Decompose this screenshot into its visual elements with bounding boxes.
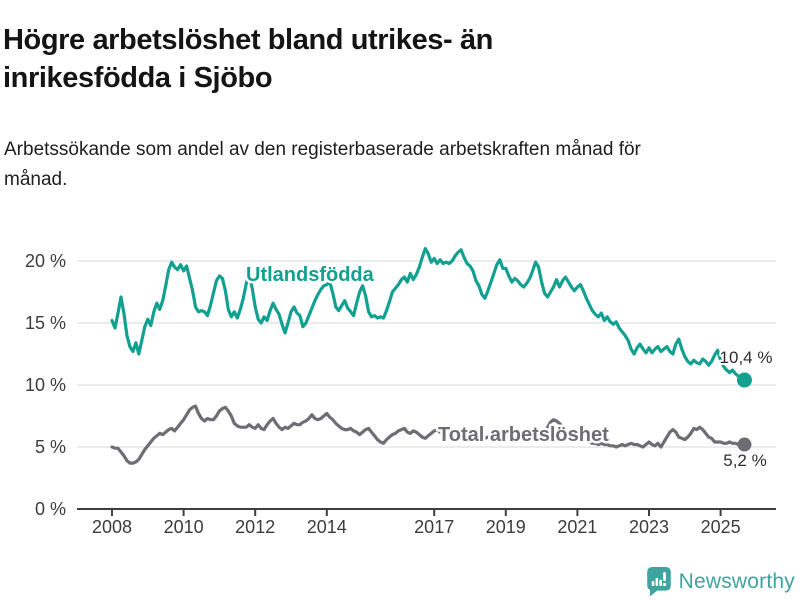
chart-subtitle: Arbetssökande som andel av den registerb… (4, 139, 641, 190)
series-line-total (110, 404, 747, 465)
page-title: Högre arbetslöshet bland utrikes- än inr… (3, 24, 493, 95)
x-tick-label-2021: 2021 (557, 517, 597, 537)
x-tick-label-2008: 2008 (92, 517, 132, 537)
y-tick-label-10: 10 % (25, 375, 66, 395)
series-label-utlandsfodda: Utlandsfödda (246, 264, 375, 286)
brand-name: Newsworthy (678, 569, 795, 593)
x-axis: 2008 2010 2012 2014 2017 2019 2021 2023 2025 (77, 508, 776, 537)
series-label-total: Total arbetslöshet (438, 424, 609, 446)
x-tick-label-2014: 2014 (307, 517, 347, 537)
y-tick-label-15: 15 % (25, 313, 66, 333)
x-tick-label-2023: 2023 (629, 517, 669, 537)
end-value-label-total: 5,2 % (723, 451, 766, 470)
series-line-utlandsfodda (110, 247, 747, 382)
newsworthy-speech-bubble-icon (646, 567, 671, 596)
series-end-dot-total (737, 437, 752, 452)
newsworthy-logo: Newsworthy (646, 567, 795, 596)
x-tick-label-2010: 2010 (164, 517, 204, 537)
y-tick-label-20: 20 % (25, 251, 66, 271)
x-tick-label-2019: 2019 (486, 517, 526, 537)
x-tick-label-2017: 2017 (414, 517, 454, 537)
y-tick-label-5: 5 % (35, 437, 66, 457)
series-end-dot-utlandsfodda (736, 372, 752, 388)
x-tick-label-2025: 2025 (701, 517, 741, 537)
end-value-label-utlandsfodda: 10,4 % (720, 348, 773, 367)
y-tick-label-0: 0 % (35, 499, 66, 519)
data-series (110, 247, 752, 465)
x-tick-label-2012: 2012 (235, 517, 275, 537)
y-axis-labels: 0 % 5 % 10 % 15 % 20 % (25, 251, 66, 519)
